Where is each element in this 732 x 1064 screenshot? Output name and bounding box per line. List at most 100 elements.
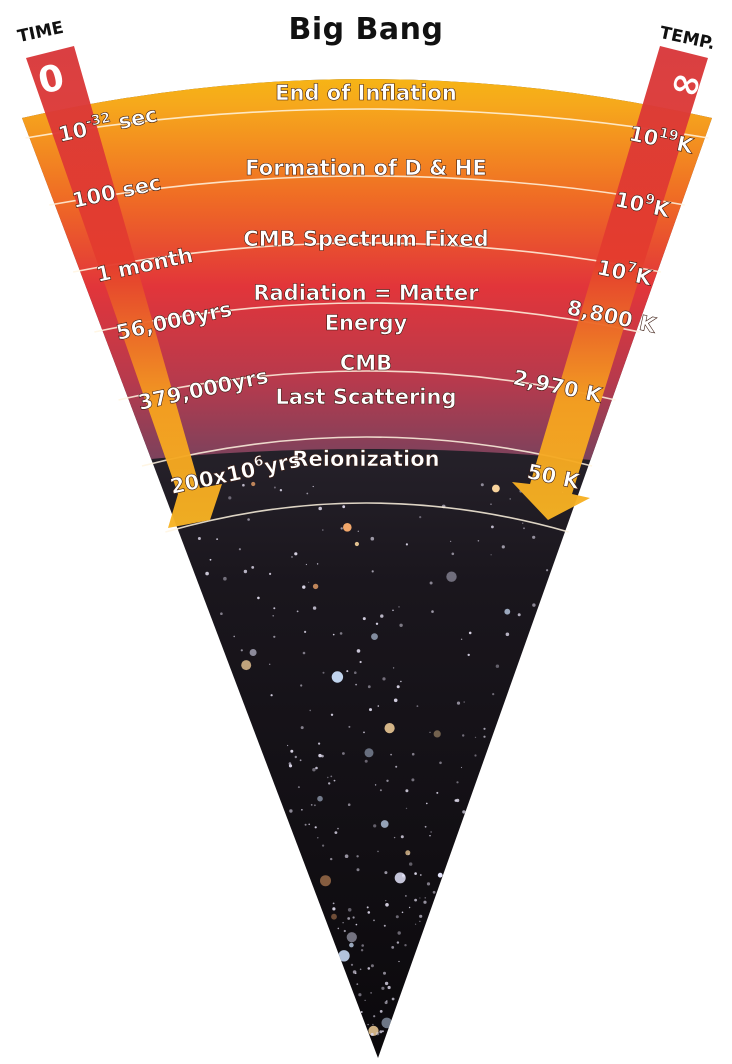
galaxy bbox=[414, 872, 417, 875]
galaxy bbox=[306, 492, 309, 495]
galaxy bbox=[346, 932, 357, 943]
galaxy bbox=[424, 825, 427, 828]
galaxy bbox=[385, 900, 387, 902]
galaxy bbox=[483, 735, 486, 738]
epoch-temperature: 109K bbox=[613, 185, 673, 222]
galaxy bbox=[314, 826, 317, 829]
galaxy bbox=[399, 623, 403, 627]
galaxy bbox=[477, 540, 480, 542]
galaxy bbox=[474, 736, 477, 739]
galaxy bbox=[312, 606, 317, 610]
galaxy bbox=[297, 786, 300, 789]
galaxy bbox=[360, 1011, 363, 1013]
galaxy bbox=[395, 915, 399, 919]
galaxy bbox=[433, 730, 441, 738]
galaxy bbox=[294, 552, 298, 556]
galaxy bbox=[318, 753, 322, 758]
galaxy bbox=[312, 768, 316, 772]
galaxy bbox=[337, 927, 340, 930]
galaxy bbox=[490, 503, 492, 505]
galaxy bbox=[492, 484, 500, 493]
galaxy bbox=[328, 782, 331, 785]
galaxy bbox=[332, 633, 335, 636]
galaxy bbox=[396, 685, 400, 689]
galaxy bbox=[436, 791, 439, 794]
galaxy bbox=[347, 908, 352, 912]
galaxy bbox=[532, 535, 536, 539]
galaxy bbox=[456, 701, 461, 705]
galaxy bbox=[384, 981, 389, 986]
galaxy bbox=[304, 630, 307, 634]
galaxy bbox=[429, 835, 431, 837]
galaxy bbox=[392, 667, 395, 669]
galaxy bbox=[387, 985, 391, 990]
galaxy bbox=[398, 606, 400, 608]
galaxy bbox=[367, 967, 371, 970]
galaxy bbox=[338, 950, 350, 962]
galaxy bbox=[369, 708, 372, 712]
galaxy bbox=[390, 753, 392, 756]
galaxy bbox=[331, 913, 337, 920]
galaxy bbox=[384, 871, 388, 875]
galaxy bbox=[342, 752, 345, 755]
epoch-separator bbox=[25, 108, 709, 139]
galaxy bbox=[343, 929, 346, 933]
galaxy bbox=[273, 607, 276, 610]
galaxy bbox=[332, 907, 336, 911]
galaxy bbox=[251, 566, 255, 569]
galaxy bbox=[490, 554, 492, 556]
galaxy bbox=[429, 731, 431, 733]
galaxy bbox=[419, 897, 421, 899]
galaxy bbox=[312, 485, 314, 488]
galaxy bbox=[300, 726, 304, 730]
galaxy bbox=[377, 705, 380, 707]
galaxy bbox=[379, 1010, 383, 1013]
galaxy bbox=[385, 903, 389, 907]
galaxy bbox=[228, 496, 232, 500]
galaxy bbox=[343, 523, 352, 532]
galaxy bbox=[308, 823, 311, 826]
galaxy bbox=[291, 556, 293, 558]
galaxy bbox=[414, 898, 417, 902]
galaxy bbox=[367, 1023, 369, 1026]
diagram-title: Big Bang bbox=[288, 12, 444, 47]
galaxy bbox=[419, 874, 422, 876]
galaxy bbox=[347, 803, 351, 806]
galaxy bbox=[340, 527, 343, 530]
galaxy bbox=[460, 638, 463, 640]
galaxy bbox=[330, 713, 334, 716]
epoch-separator bbox=[72, 242, 662, 273]
galaxy bbox=[223, 576, 227, 581]
galaxy bbox=[370, 992, 372, 994]
galaxy bbox=[474, 754, 477, 757]
galaxy bbox=[449, 540, 452, 543]
galaxy bbox=[456, 781, 459, 784]
galaxy bbox=[314, 804, 316, 807]
galaxy bbox=[371, 570, 374, 573]
galaxy bbox=[346, 670, 349, 673]
galaxy bbox=[301, 809, 303, 811]
epoch-separator bbox=[118, 370, 616, 401]
galaxy bbox=[372, 1023, 374, 1026]
galaxy bbox=[289, 809, 293, 813]
galaxy bbox=[495, 664, 500, 668]
epoch-separator bbox=[141, 436, 593, 467]
epoch-separator bbox=[49, 175, 685, 206]
galaxy bbox=[379, 1030, 383, 1034]
galaxy bbox=[320, 875, 331, 887]
galaxy bbox=[429, 581, 433, 585]
galaxy bbox=[504, 608, 511, 615]
galaxy bbox=[381, 986, 385, 990]
galaxy bbox=[342, 922, 344, 924]
galaxy bbox=[384, 1001, 388, 1005]
galaxy bbox=[273, 635, 276, 638]
galaxy bbox=[431, 610, 434, 613]
galaxy bbox=[296, 610, 299, 613]
galaxy bbox=[491, 525, 494, 529]
galaxy bbox=[370, 536, 375, 541]
galaxy bbox=[349, 942, 354, 948]
galaxy bbox=[322, 529, 324, 531]
galaxy bbox=[394, 872, 406, 884]
galaxy bbox=[546, 569, 549, 572]
galaxy bbox=[330, 857, 333, 861]
